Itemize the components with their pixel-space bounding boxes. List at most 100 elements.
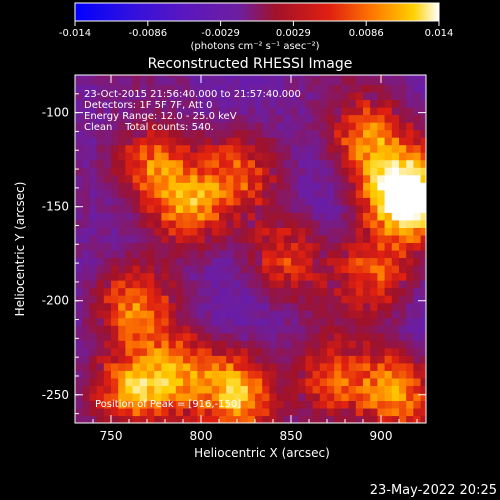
- heatmap-cell: [384, 234, 393, 244]
- heatmap-cell: [154, 310, 162, 319]
- heatmap-cell: [111, 362, 119, 371]
- heatmap-cell: [283, 234, 292, 244]
- heatmap-cell: [262, 377, 270, 386]
- heatmap-cell: [334, 264, 342, 274]
- heatmap-cell: [183, 106, 191, 116]
- heatmap-cell: [96, 347, 105, 356]
- heatmap-cell: [420, 174, 426, 183]
- heatmap-cell: [355, 249, 364, 259]
- heatmap-cell: [305, 370, 314, 379]
- heatmap-cell: [139, 332, 148, 341]
- heatmap-cell: [240, 129, 249, 138]
- heatmap-cell: [240, 377, 249, 386]
- heatmap-cell: [384, 280, 393, 289]
- heatmap-cell: [111, 234, 119, 244]
- heatmap-cell: [420, 310, 426, 319]
- heatmap-cell: [262, 310, 270, 319]
- heatmap-cell: [197, 99, 206, 108]
- heatmap-cell: [269, 106, 278, 116]
- heatmap-cell: [341, 310, 350, 319]
- heatmap-cell: [334, 129, 342, 138]
- heatmap-cell: [420, 325, 426, 334]
- heatmap-cell: [377, 234, 386, 244]
- heatmap-cell: [391, 219, 400, 228]
- heatmap-cell: [75, 159, 83, 168]
- heatmap-cell: [269, 257, 278, 266]
- heatmap-cell: [154, 144, 162, 153]
- heatmap-cell: [82, 197, 90, 206]
- heatmap-cell: [377, 400, 386, 409]
- heatmap-cell: [75, 182, 83, 191]
- heatmap-cell: [363, 407, 371, 417]
- heatmap-cell: [168, 122, 177, 131]
- heatmap-cell: [233, 182, 242, 191]
- heatmap-cell: [111, 167, 119, 176]
- heatmap-cell: [219, 347, 227, 356]
- heatmap-cell: [204, 234, 213, 244]
- heatmap-cell: [96, 84, 105, 93]
- heatmap-cell: [168, 167, 177, 176]
- heatmap-cell: [334, 287, 342, 296]
- heatmap-cell: [118, 114, 126, 123]
- heatmap-cell: [75, 302, 83, 311]
- heatmap-cell: [247, 174, 256, 183]
- heatmap-cell: [298, 317, 306, 326]
- heatmap-cell: [406, 325, 414, 334]
- heatmap-cell: [399, 106, 407, 116]
- heatmap-cell: [183, 174, 191, 183]
- heatmap-cell: [312, 325, 321, 334]
- heatmap-cell: [413, 370, 422, 379]
- heatmap-cell: [255, 197, 263, 206]
- heatmap-cell: [175, 106, 184, 116]
- heatmap-cell: [103, 400, 112, 409]
- heatmap-cell: [399, 332, 407, 341]
- heatmap-cell: [132, 295, 141, 304]
- heatmap-cell: [391, 295, 400, 304]
- heatmap-cell: [204, 174, 213, 183]
- heatmap-cell: [420, 197, 426, 206]
- heatmap-cell: [334, 332, 342, 341]
- heatmap-cell: [420, 347, 426, 356]
- heatmap-cell: [327, 144, 335, 153]
- heatmap-cell: [341, 325, 350, 334]
- heatmap-cell: [139, 189, 148, 198]
- heatmap-cell: [139, 310, 148, 319]
- heatmap-cell: [305, 182, 314, 191]
- heatmap-cell: [226, 129, 234, 138]
- heatmap-cell: [391, 144, 400, 153]
- heatmap-cell: [211, 99, 220, 108]
- heatmap-cell: [399, 242, 407, 251]
- heatmap-cell: [413, 197, 422, 206]
- heatmap-cell: [204, 310, 213, 319]
- heatmap-cell: [312, 415, 321, 423]
- heatmap-cell: [211, 167, 220, 176]
- heatmap-cell: [399, 295, 407, 304]
- heatmap-cell: [175, 355, 184, 364]
- heatmap-cell: [298, 310, 306, 319]
- heatmap-cell: [399, 400, 407, 409]
- heatmap-cell: [89, 219, 98, 228]
- heatmap-cell: [89, 310, 98, 319]
- heatmap-cell: [125, 400, 134, 409]
- heatmap-cell: [406, 204, 414, 213]
- heatmap-cell: [147, 264, 155, 274]
- heatmap-cell: [233, 197, 242, 206]
- heatmap-cell: [226, 385, 234, 394]
- heatmap-cell: [240, 197, 249, 206]
- heatmap-cell: [413, 310, 422, 319]
- heatmap-cell: [154, 249, 162, 259]
- heatmap-cell: [154, 212, 162, 221]
- heatmap-cell: [96, 152, 105, 161]
- heatmap-cell: [111, 174, 119, 183]
- heatmap-cell: [413, 182, 422, 191]
- heatmap-cell: [420, 272, 426, 281]
- heatmap-cell: [103, 167, 112, 176]
- heatmap-cell: [247, 280, 256, 289]
- heatmap-cell: [175, 400, 184, 409]
- heatmap-cell: [183, 264, 191, 274]
- heatmap-cell: [283, 340, 292, 349]
- heatmap-cell: [363, 249, 371, 259]
- heatmap-cell: [183, 407, 191, 417]
- heatmap-cell: [161, 189, 170, 198]
- heatmap-cell: [204, 144, 213, 153]
